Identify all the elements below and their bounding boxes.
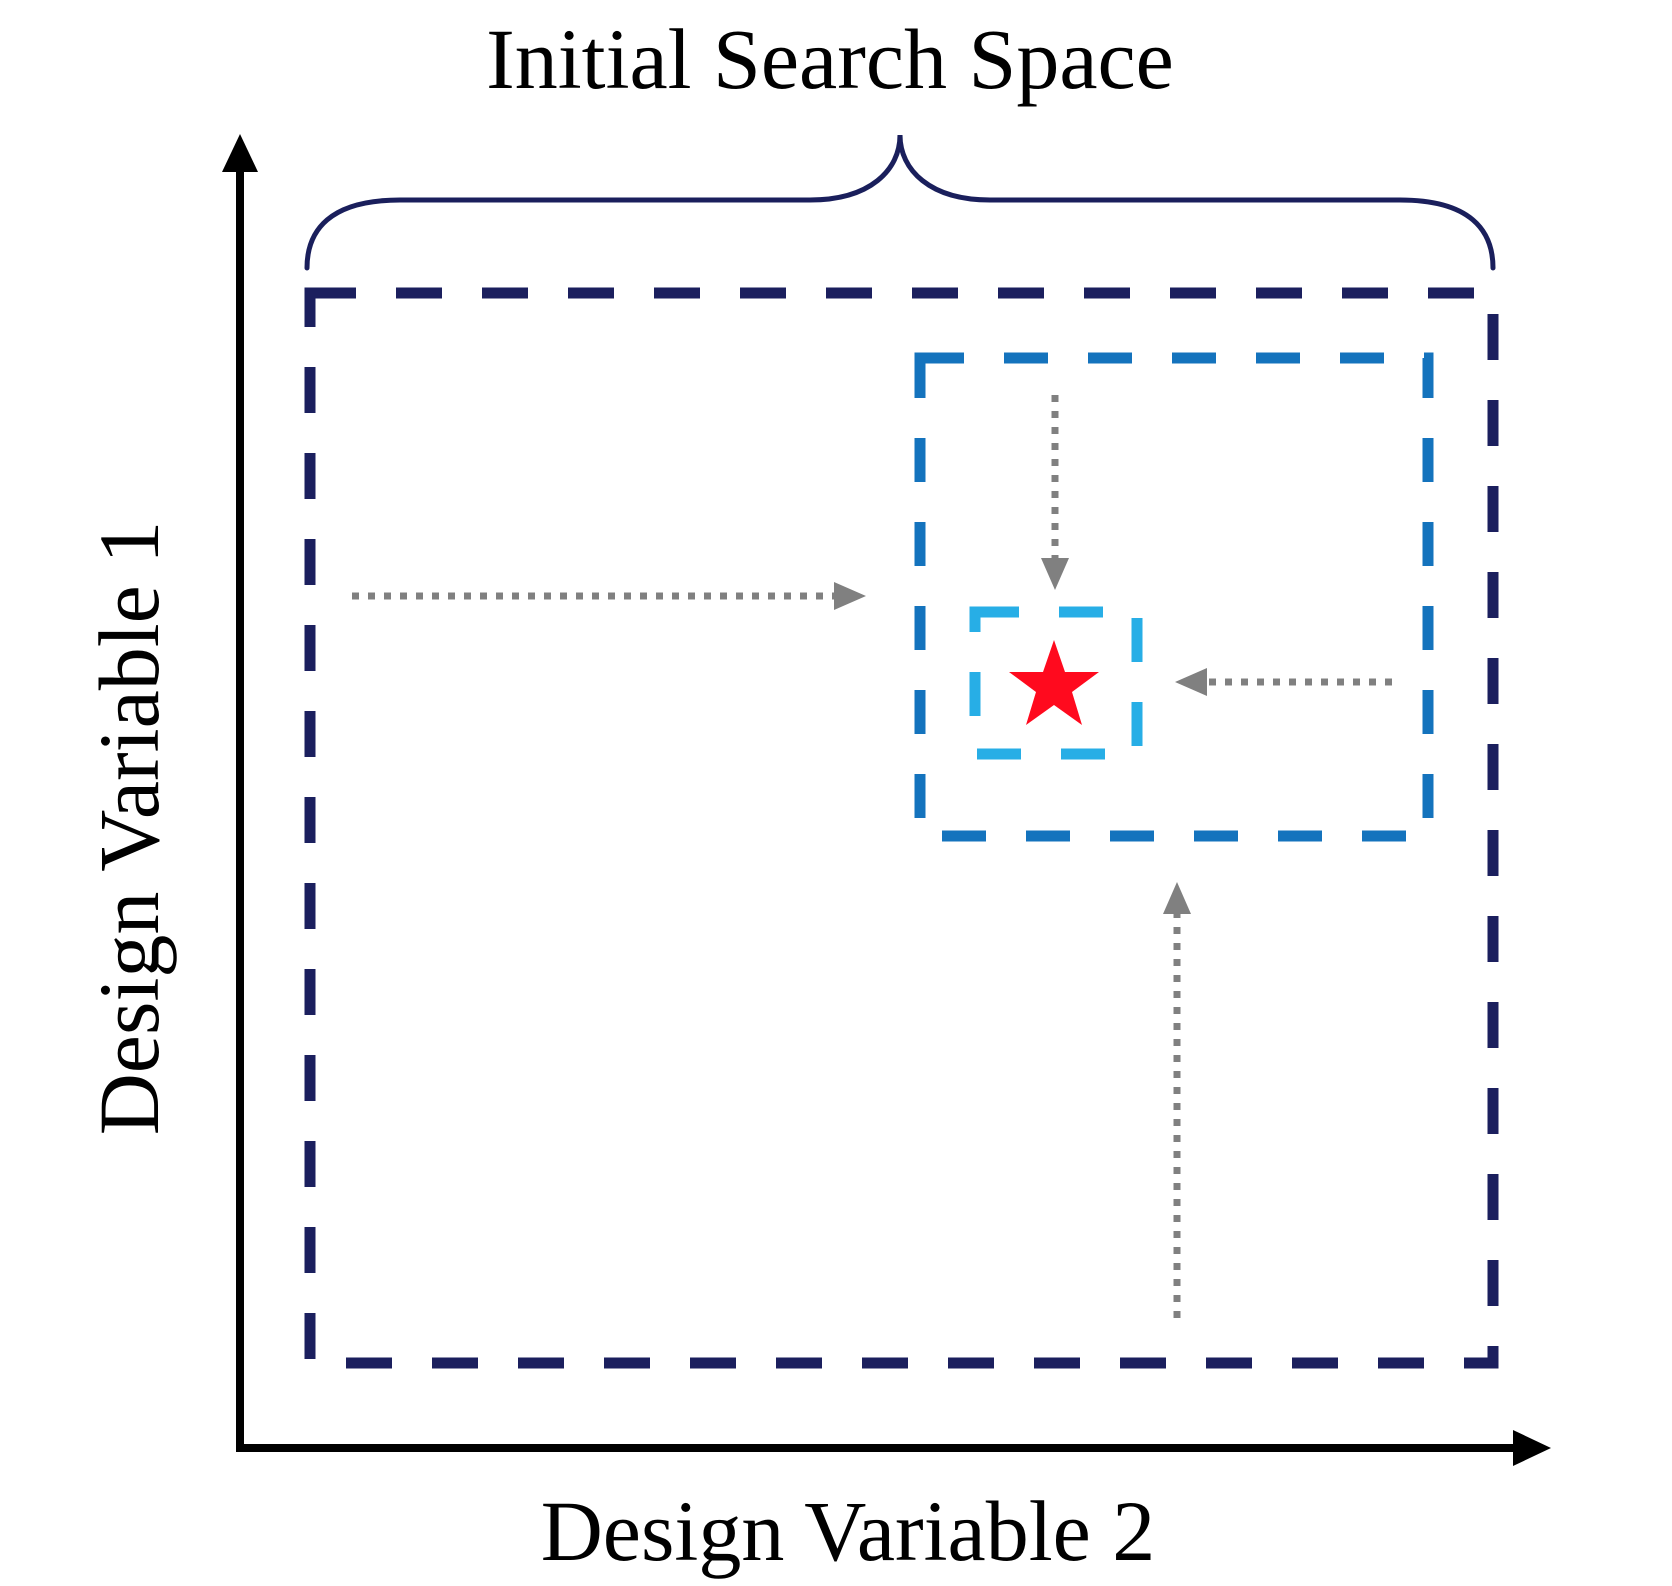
x-axis-label: Design Variable 2 (541, 1483, 1156, 1579)
title-brace (304, 134, 1496, 271)
initial-search-space-box (304, 287, 1499, 1369)
star-icon (1009, 640, 1099, 725)
y-axis-label: Design Variable 1 (81, 521, 177, 1136)
reduced-search-space-box (914, 352, 1434, 842)
final-search-space-box (969, 606, 1143, 760)
diagram-title: Initial Search Space (486, 11, 1174, 107)
